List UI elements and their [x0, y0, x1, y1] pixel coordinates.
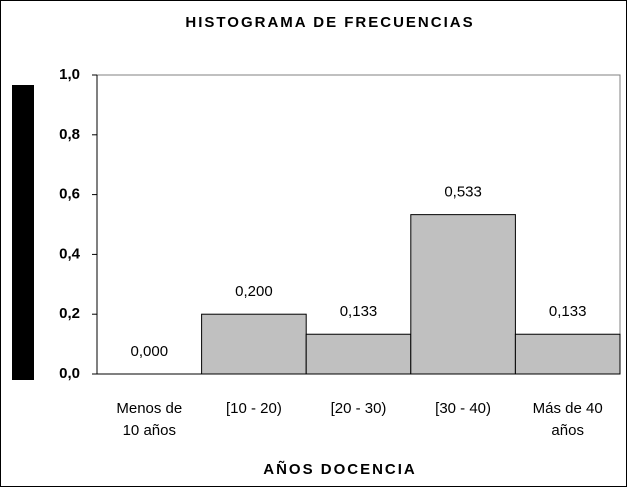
- x-tick-label: Más de 40 años: [532, 400, 603, 439]
- x-tick-label: [30 - 40): [435, 400, 492, 417]
- bar: [410, 214, 516, 375]
- value-label: 0,133: [340, 303, 378, 320]
- value-label: 0,000: [131, 343, 169, 360]
- y-tick-label: 0,6: [59, 186, 80, 203]
- y-tick-label: 1,0: [59, 66, 80, 83]
- y-tick-label: 0,0: [59, 365, 80, 382]
- plot-area: [96, 74, 621, 375]
- bar: [201, 313, 307, 375]
- bar: [514, 333, 621, 375]
- axis-label-block: [12, 85, 34, 380]
- value-label: 0,200: [235, 283, 273, 300]
- y-tick-label: 0,8: [59, 126, 80, 143]
- x-tick-label: Menos de 10 años: [116, 400, 183, 439]
- value-label: 0,133: [549, 303, 587, 320]
- x-tick-label: [10 - 20): [225, 400, 282, 417]
- y-tick-label: 0,2: [59, 305, 80, 322]
- x-tick-label: [20 - 30): [330, 400, 387, 417]
- y-tick-label: 0,4: [59, 245, 81, 262]
- x-axis-title: AÑOS DOCENCIA: [263, 460, 417, 478]
- chart-title: HISTOGRAMA DE FRECUENCIAS: [185, 14, 474, 31]
- bar: [305, 333, 412, 375]
- value-label: 0,533: [444, 184, 482, 201]
